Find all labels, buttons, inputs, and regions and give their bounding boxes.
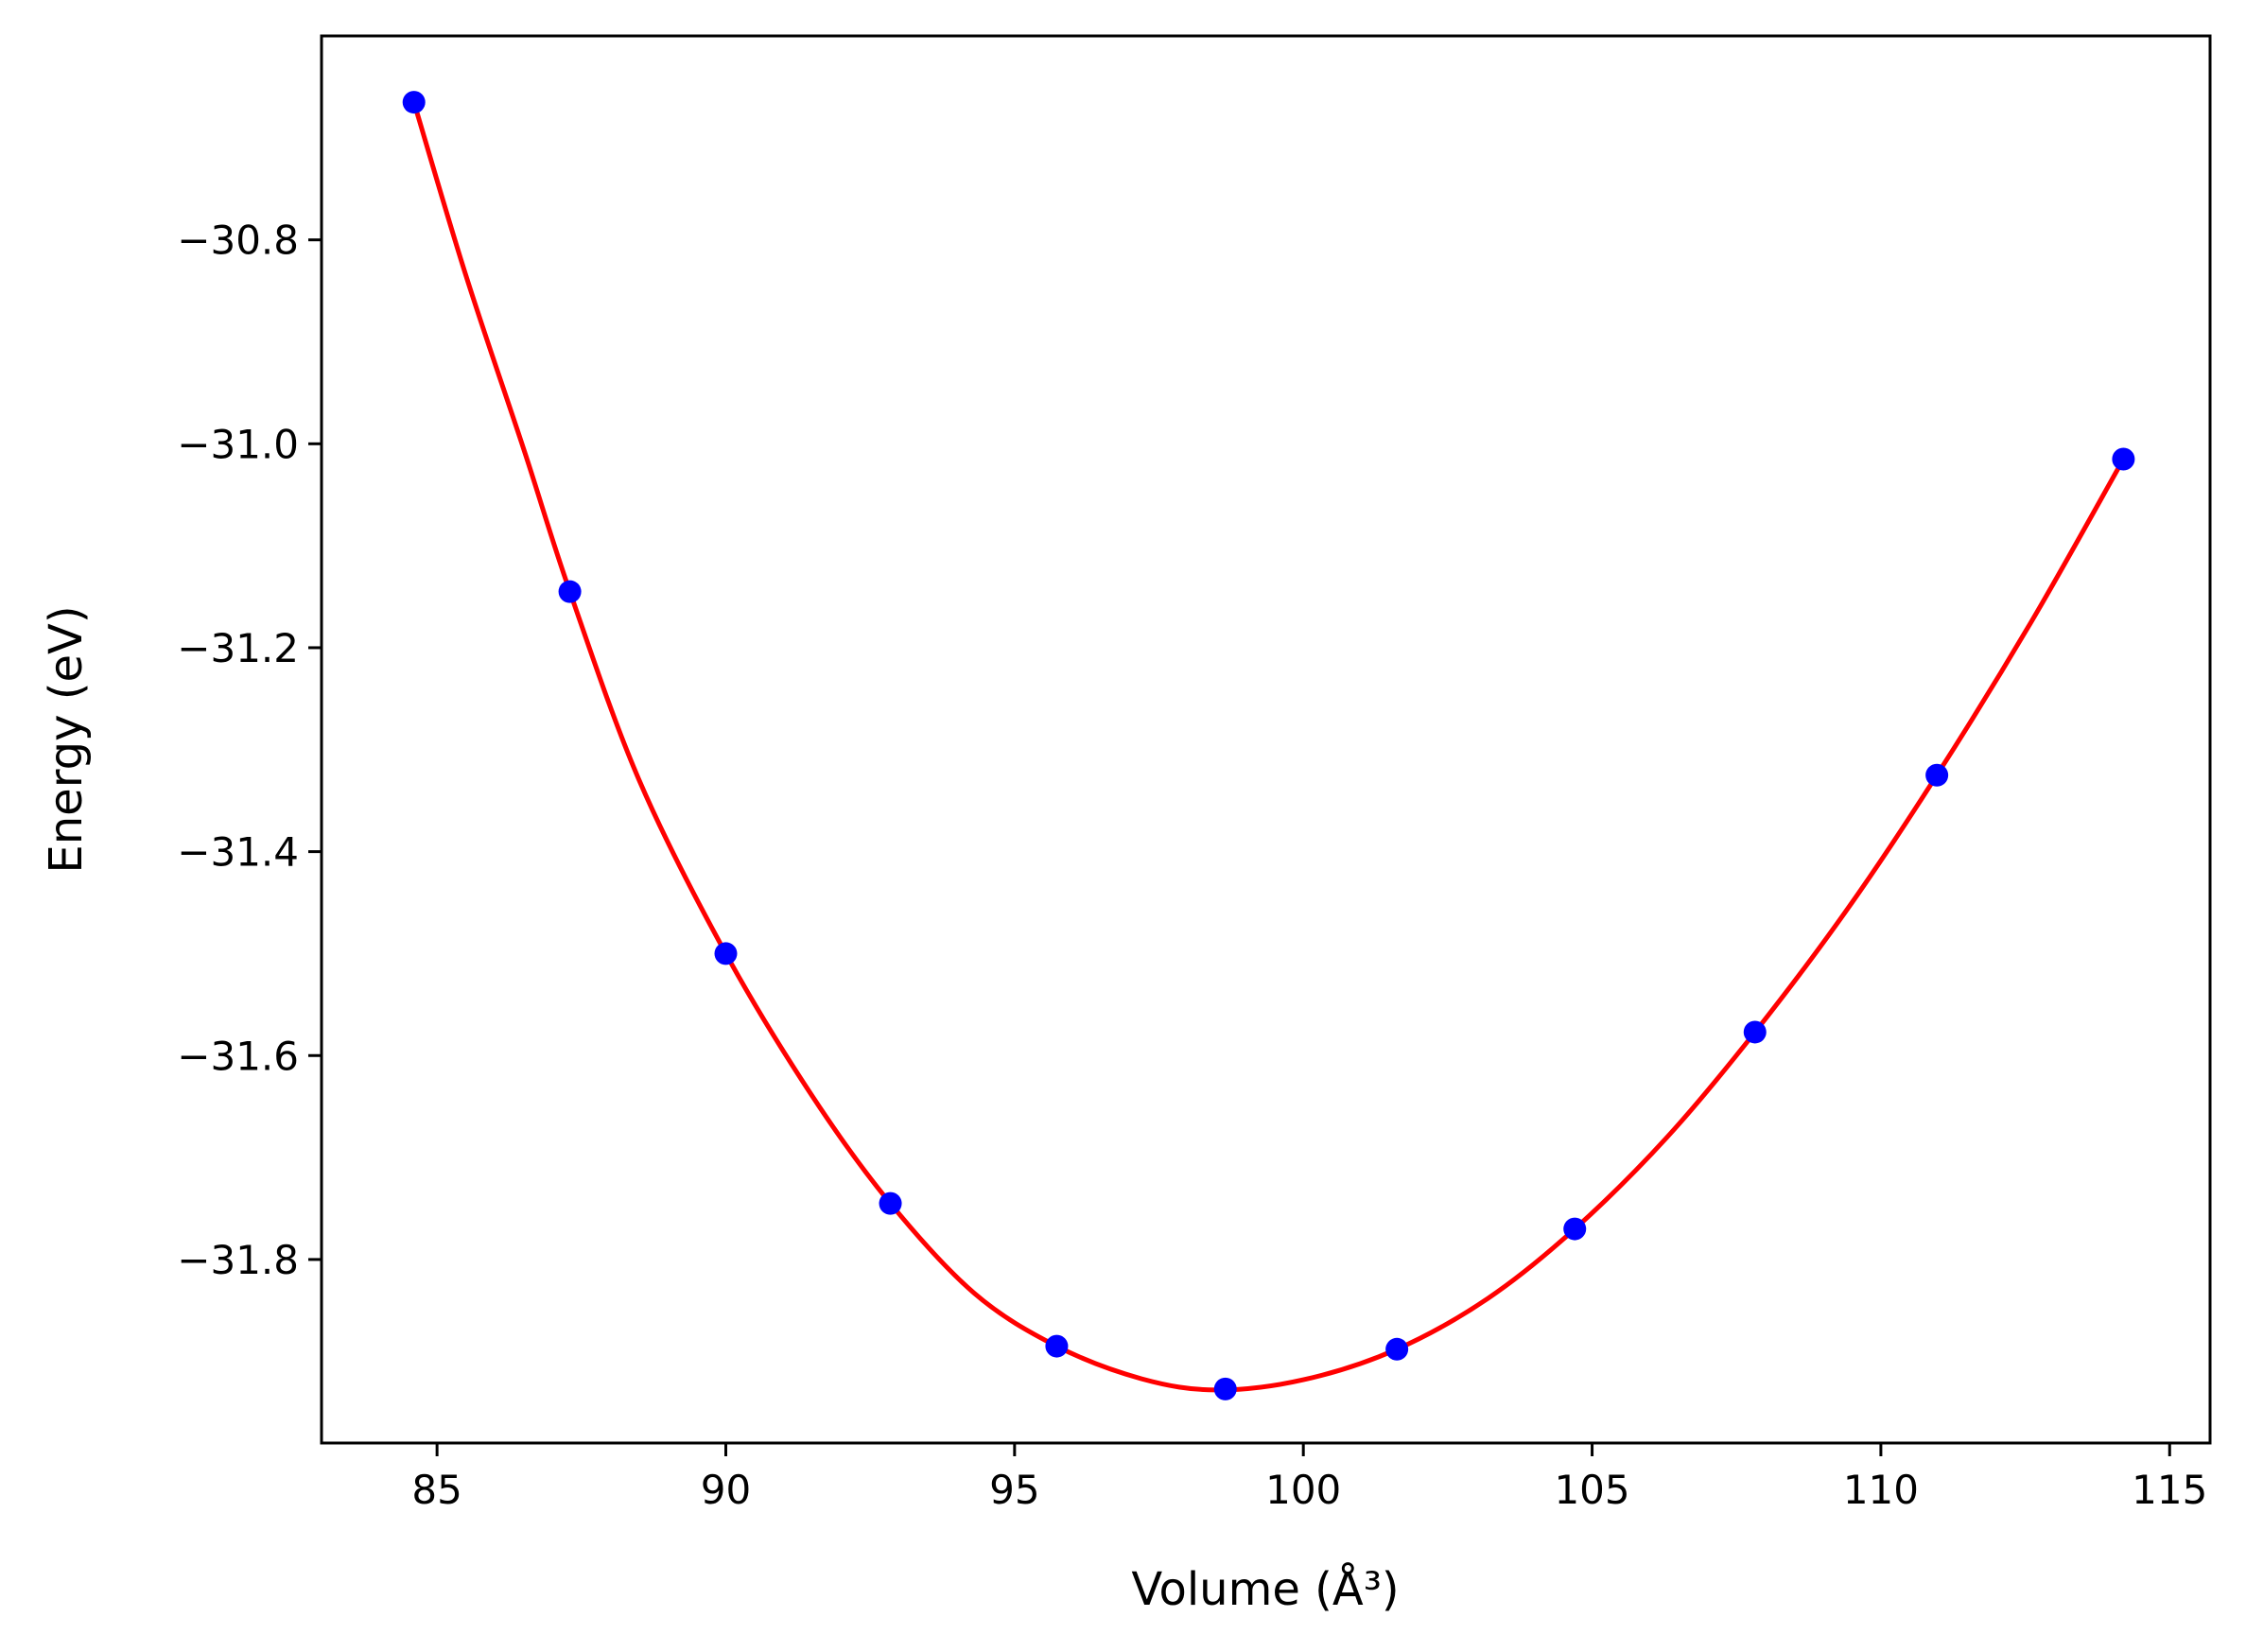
- data-point: [714, 942, 738, 965]
- y-tick-label: −31.2: [177, 625, 299, 671]
- y-tick-label: −31.6: [177, 1033, 299, 1079]
- data-point: [1925, 763, 1949, 787]
- x-axis-ticks: 85 90 95 100 105 110 115: [411, 1443, 2207, 1513]
- plot-frame: [320, 34, 2212, 1445]
- data-point: [2112, 447, 2135, 471]
- y-axis-label: Energy (eV): [40, 605, 93, 873]
- data-point: [1045, 1334, 1069, 1358]
- series-layer: [402, 91, 2135, 1400]
- x-axis-label: Volume (Å³): [1131, 1562, 1399, 1616]
- x-tick-label: 115: [2132, 1467, 2207, 1513]
- y-tick-label: −31.0: [177, 421, 299, 467]
- y-tick-label: −30.8: [177, 217, 299, 264]
- x-tick-label: 90: [701, 1467, 751, 1513]
- data-point: [402, 91, 426, 114]
- data-point: [558, 580, 582, 603]
- data-point: [1213, 1377, 1237, 1400]
- data-point: [1563, 1217, 1587, 1241]
- data-point: [1385, 1337, 1409, 1361]
- x-tick-label: 105: [1554, 1467, 1629, 1513]
- data-point: [1743, 1020, 1767, 1044]
- x-tick-label: 95: [989, 1467, 1039, 1513]
- fit-curve-line: [411, 99, 2126, 1393]
- y-axis-ticks: −30.8 −31.0 −31.2 −31.4 −31.6 −31.8: [177, 217, 322, 1283]
- x-tick-label: 100: [1265, 1467, 1341, 1513]
- data-point: [879, 1191, 902, 1215]
- x-tick-label: 110: [1843, 1467, 1919, 1513]
- y-tick-label: −31.4: [177, 829, 299, 876]
- y-tick-label: −31.8: [177, 1237, 299, 1283]
- x-tick-label: 85: [411, 1467, 461, 1513]
